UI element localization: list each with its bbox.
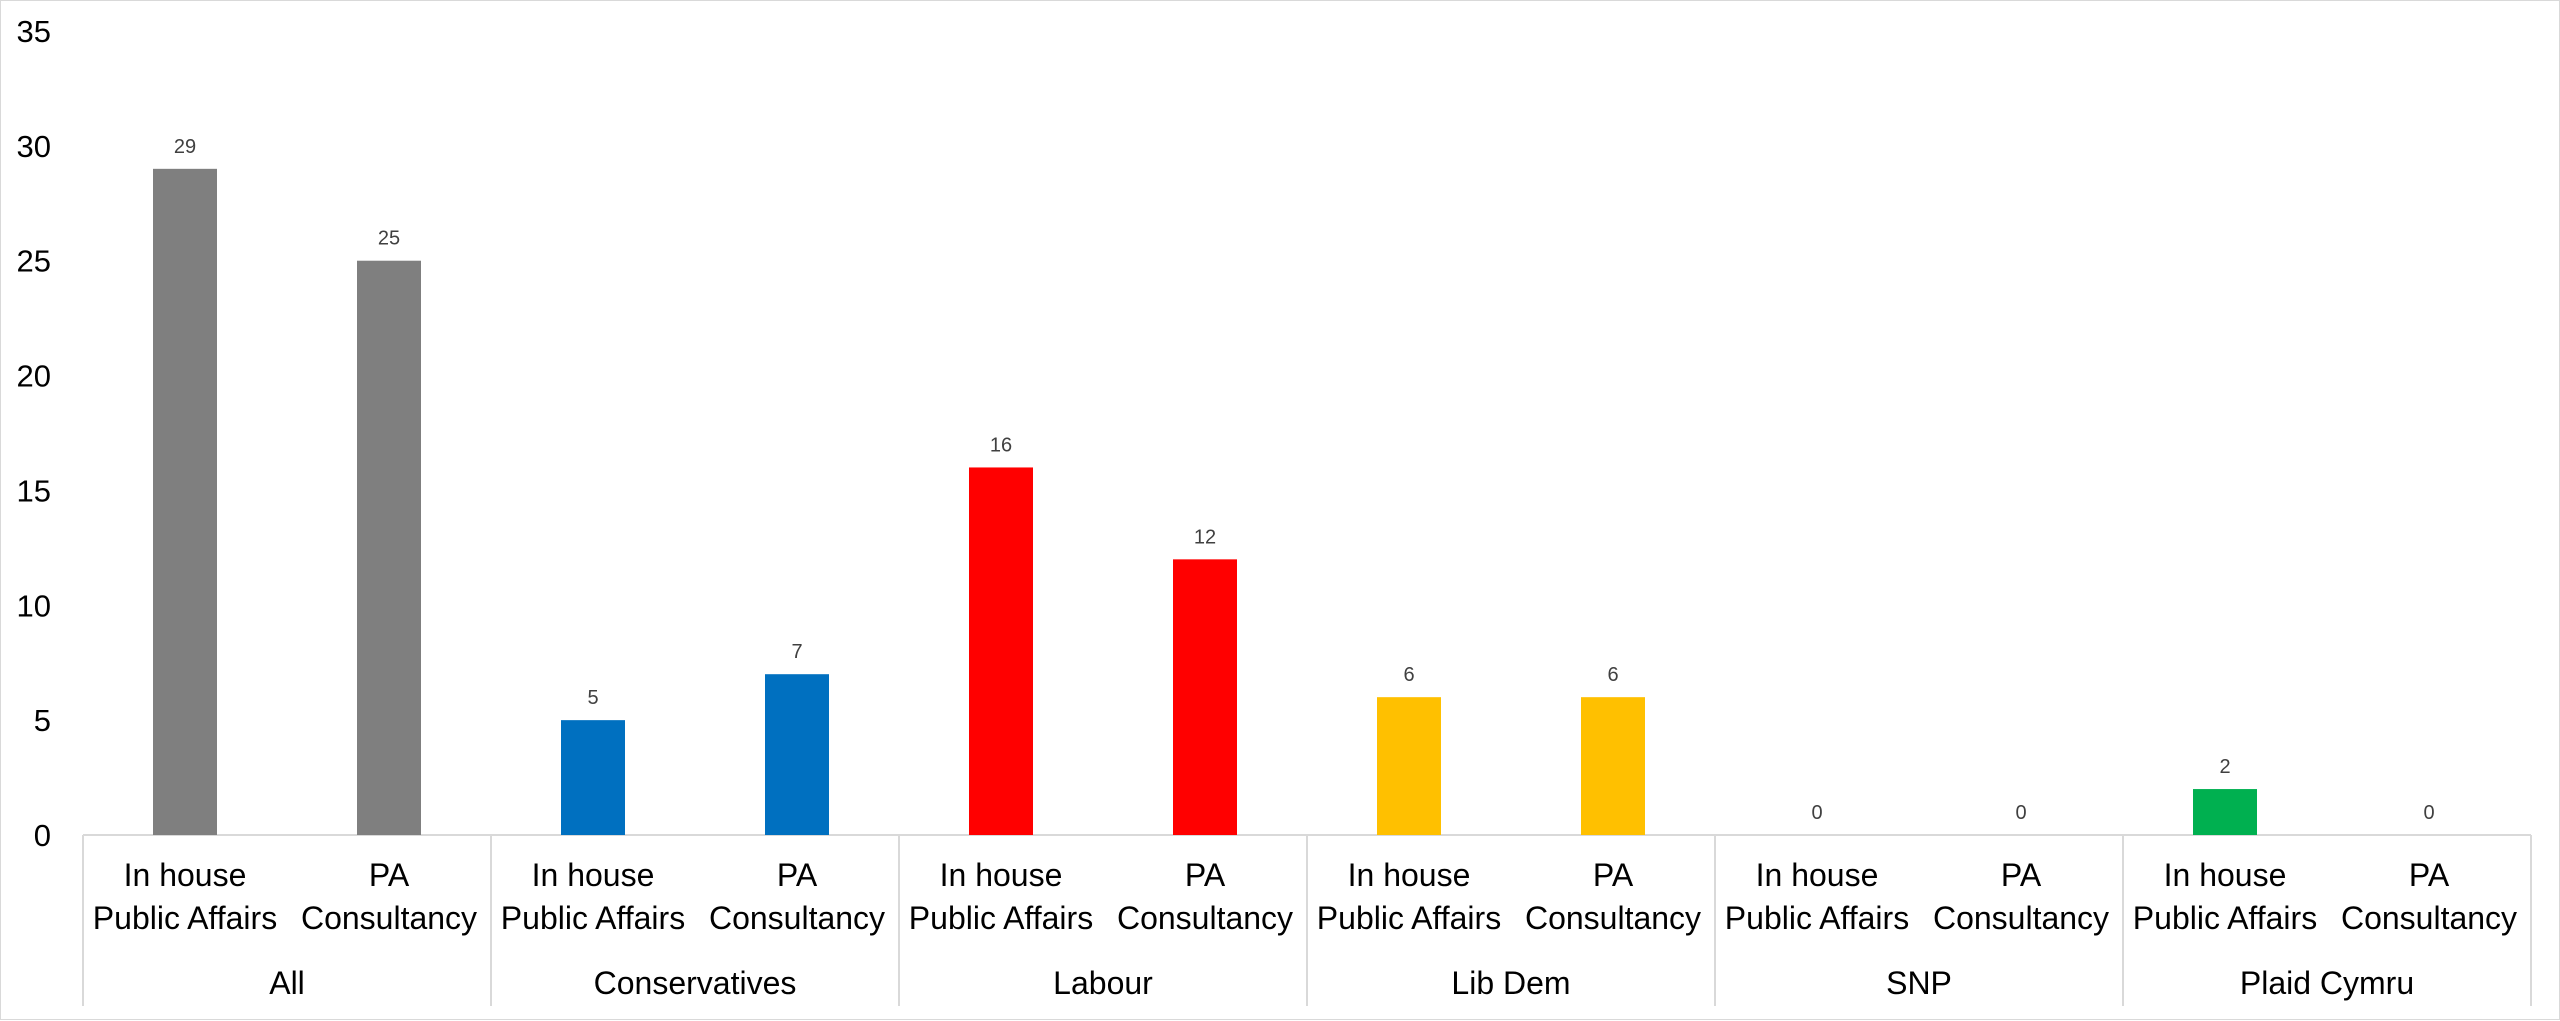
data-label: 7 (791, 641, 802, 663)
x-tick-label: Consultancy (1117, 900, 1293, 936)
x-tick-label: PA (1185, 857, 1226, 893)
data-label: 29 (174, 136, 196, 158)
y-tick-label: 0 (34, 818, 51, 853)
data-label: 0 (1811, 802, 1822, 824)
y-tick-label: 20 (17, 359, 51, 394)
bar (1173, 559, 1237, 835)
data-label: 0 (2015, 802, 2026, 824)
x-tick-label: In house (1756, 857, 1879, 893)
data-label: 5 (587, 687, 598, 709)
y-tick-label: 30 (17, 129, 51, 164)
x-tick-label: PA (2001, 857, 2042, 893)
x-tick-label: In house (2164, 857, 2287, 893)
x-tick-label: Public Affairs (1725, 900, 1909, 936)
x-tick-label: Consultancy (1933, 900, 2109, 936)
bar (357, 260, 421, 835)
group-label: All (269, 965, 305, 1001)
y-tick-label: 15 (17, 473, 51, 508)
bar (561, 720, 625, 835)
data-label: 16 (990, 434, 1012, 456)
data-label: 0 (2423, 802, 2434, 824)
y-tick-label: 10 (17, 588, 51, 623)
x-tick-label: PA (777, 857, 818, 893)
bar (2193, 789, 2257, 835)
y-tick-label: 25 (17, 244, 51, 279)
x-tick-label: Public Affairs (2133, 900, 2317, 936)
data-label: 25 (378, 228, 400, 250)
group-label: Lib Dem (1451, 965, 1570, 1001)
data-label: 2 (2219, 756, 2230, 778)
data-label: 12 (1194, 526, 1216, 548)
bar (153, 168, 217, 836)
group-label: SNP (1886, 965, 1952, 1001)
x-tick-label: Public Affairs (93, 900, 277, 936)
x-tick-label: Consultancy (709, 900, 885, 936)
group-label: Plaid Cymru (2240, 965, 2414, 1001)
x-tick-label: PA (1593, 857, 1634, 893)
bar (1377, 697, 1441, 835)
bar (1581, 697, 1645, 835)
x-tick-label: In house (532, 857, 655, 893)
x-tick-label: In house (124, 857, 247, 893)
x-tick-label: Consultancy (301, 900, 477, 936)
x-tick-label: Consultancy (2341, 900, 2517, 936)
x-tick-label: In house (940, 857, 1063, 893)
data-label: 6 (1607, 664, 1618, 686)
x-tick-label: Public Affairs (501, 900, 685, 936)
x-tick-label: Consultancy (1525, 900, 1701, 936)
bar (969, 467, 1033, 835)
y-tick-label: 35 (17, 14, 51, 49)
data-label: 6 (1403, 664, 1414, 686)
group-label: Labour (1053, 965, 1153, 1001)
group-label: Conservatives (594, 965, 797, 1001)
x-tick-label: Public Affairs (909, 900, 1093, 936)
y-tick-label: 5 (34, 703, 51, 738)
x-tick-label: PA (2409, 857, 2450, 893)
x-tick-label: Public Affairs (1317, 900, 1501, 936)
x-tick-label: PA (369, 857, 410, 893)
bar (765, 674, 829, 835)
x-tick-label: In house (1348, 857, 1471, 893)
